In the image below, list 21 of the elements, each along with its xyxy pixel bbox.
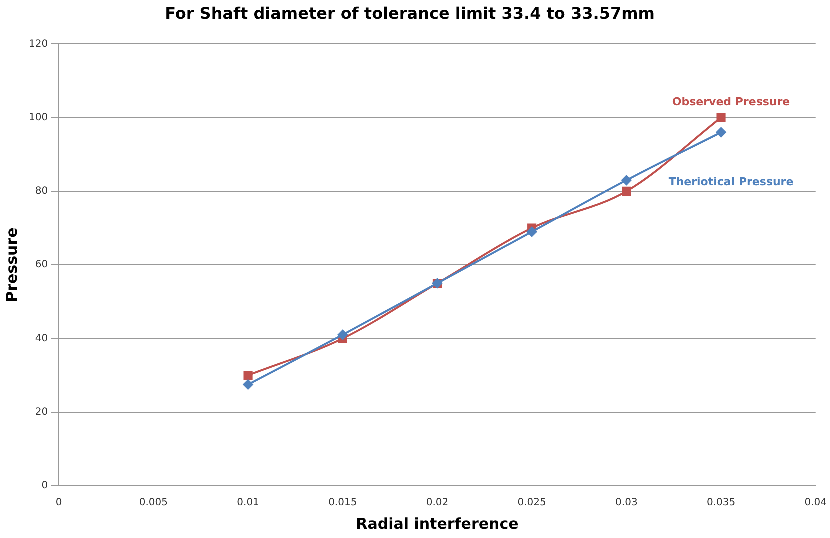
y-tick-label: 40 [35,333,48,344]
x-axis-title: Radial interference [356,514,519,533]
x-tick-label: 0.04 [804,498,827,509]
y-tick-label: 20 [35,406,48,418]
series-label: Observed Pressure [672,96,790,109]
x-tick-label: 0.015 [328,498,358,509]
x-tick-label: 0.03 [616,498,638,509]
x-tick-label: 0.035 [706,498,736,509]
y-tick-label: 0 [42,480,48,492]
y-tick-label: 100 [28,112,48,124]
y-tick-label: 80 [35,186,48,198]
y-tick-label: 60 [35,260,48,271]
x-tick-label: 0.025 [518,498,546,509]
x-tick-label: 0.01 [237,498,260,509]
chart-title: For Shaft diameter of tolerance limit 33.4 to 33.57mm [165,4,655,23]
x-tick-label: 0 [56,498,62,509]
y-tick-label: 120 [28,38,48,50]
series-label: Theriotical Pressure [668,175,794,188]
x-tick-label: 0.005 [139,498,168,509]
x-tick-label: 0.02 [426,498,449,509]
y-axis-title: Pressure [2,228,21,302]
